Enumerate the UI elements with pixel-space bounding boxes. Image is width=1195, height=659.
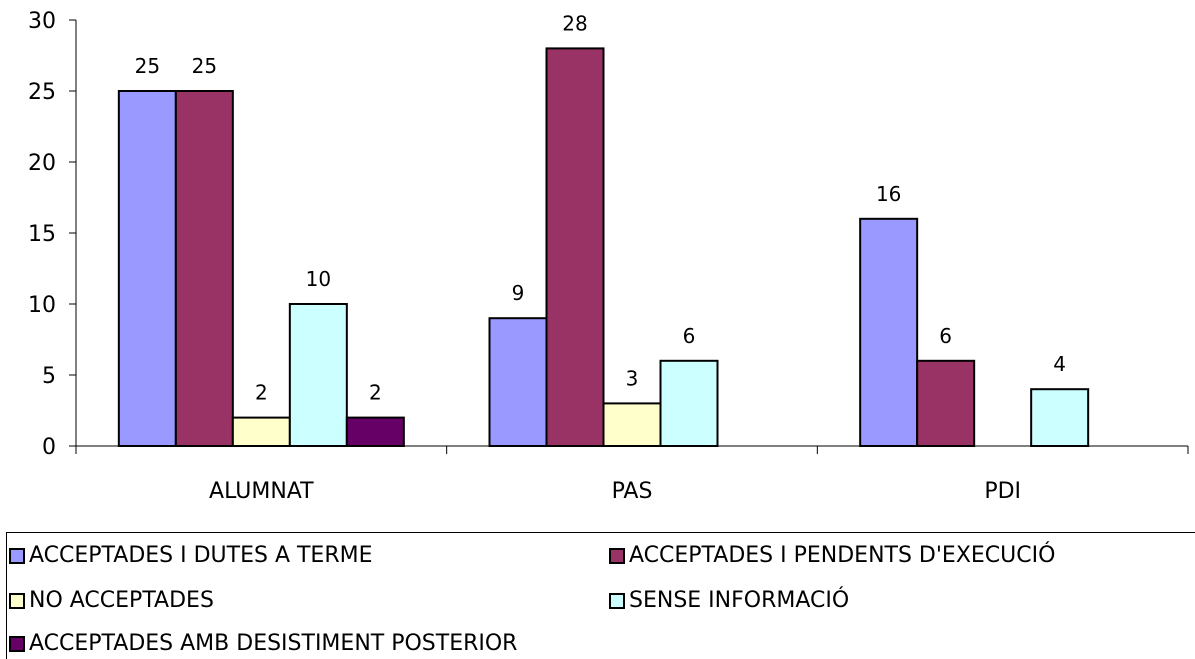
legend-item: ACCEPTADES I DUTES A TERME <box>9 543 373 568</box>
bar-labels: 25 25 2 10 2 9 28 3 6 16 6 4 <box>135 11 1066 404</box>
x-axis: ALUMNAT PAS PDI <box>75 445 1189 504</box>
legend-swatch <box>9 547 25 564</box>
data-label: 2 <box>255 381 268 405</box>
y-tick-label: 25 <box>28 80 56 105</box>
x-tick-label: PDI <box>984 479 1021 504</box>
y-axis: 0 5 10 15 20 25 30 <box>28 9 77 460</box>
legend-item: NO ACCEPTADES <box>9 588 214 613</box>
bar <box>916 359 976 447</box>
data-label: 16 <box>876 182 901 206</box>
data-label: 6 <box>683 324 696 348</box>
bar-chart: 0 5 10 15 20 25 30 ALUMNAT PAS PDI 25 25 2 10 2 9 28 3 6… <box>28 9 1189 504</box>
x-tick-label: ALUMNAT <box>209 479 314 504</box>
y-tick-label: 10 <box>28 293 56 318</box>
legend-swatch <box>9 635 25 652</box>
bar <box>488 317 548 448</box>
legend-label: NO ACCEPTADES <box>29 588 214 613</box>
bar <box>117 90 177 447</box>
legend: ACCEPTADES I DUTES A TERME ACCEPTADES I P… <box>6 532 1195 659</box>
y-tick-label: 5 <box>42 364 56 389</box>
data-label: 3 <box>626 366 639 390</box>
legend-item: SENSE INFORMACIÓ <box>609 588 849 613</box>
data-label: 28 <box>562 11 587 35</box>
bar <box>659 359 719 447</box>
bars <box>117 47 1090 448</box>
data-label: 25 <box>192 54 217 78</box>
legend-label: ACCEPTADES I DUTES A TERME <box>29 543 373 568</box>
y-tick-label: 0 <box>42 435 56 460</box>
legend-swatch <box>9 592 25 609</box>
data-label: 4 <box>1053 352 1066 376</box>
legend-label: ACCEPTADES I PENDENTS D'EXECUCIÓ <box>629 543 1056 568</box>
bar <box>288 303 348 447</box>
bar <box>602 402 662 447</box>
y-tick-label: 30 <box>28 9 56 34</box>
y-tick-label: 15 <box>28 222 56 247</box>
bar <box>859 217 919 447</box>
bar <box>231 416 291 448</box>
legend-swatch <box>609 592 625 609</box>
bar <box>174 90 234 447</box>
legend-item: ACCEPTADES AMB DESISTIMENT POSTERIOR <box>9 631 517 656</box>
x-tick-label: PAS <box>612 479 653 504</box>
legend-label: ACCEPTADES AMB DESISTIMENT POSTERIOR <box>29 631 518 656</box>
data-label: 25 <box>135 54 160 78</box>
y-tick-label: 20 <box>28 151 56 176</box>
legend-swatch <box>609 547 625 564</box>
bar <box>345 416 405 448</box>
data-label: 9 <box>512 281 525 305</box>
bar <box>545 47 605 448</box>
data-label: 10 <box>306 267 331 291</box>
bar <box>1030 388 1090 448</box>
data-label: 2 <box>369 381 382 405</box>
legend-item: ACCEPTADES I PENDENTS D'EXECUCIÓ <box>609 543 1055 568</box>
legend-label: SENSE INFORMACIÓ <box>629 588 850 613</box>
data-label: 6 <box>939 324 952 348</box>
